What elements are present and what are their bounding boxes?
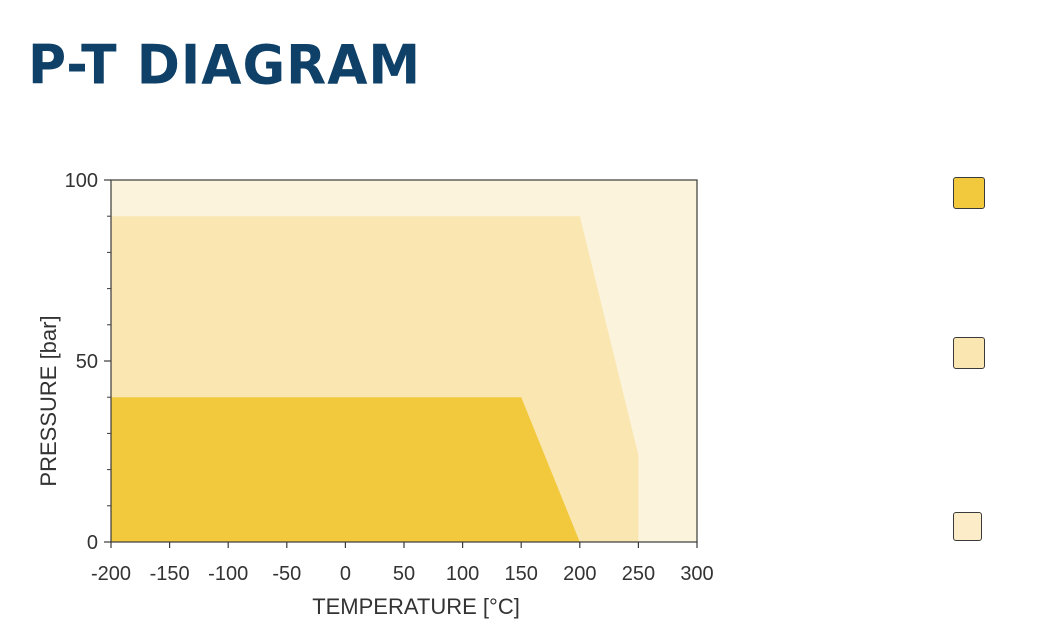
x-tick-label: -50	[272, 563, 301, 585]
chart-areas	[111, 216, 639, 542]
chart-ticks: -200 -150 -100 -50 0 50 100 150 200 250 300 0 50 100	[65, 170, 714, 585]
x-tick-label: 250	[622, 563, 655, 585]
x-tick-label: -200	[91, 563, 131, 585]
x-axis-label: TEMPERATURE [°C]	[312, 594, 520, 619]
legend-swatch-2	[953, 337, 985, 369]
x-tick-label: 100	[446, 563, 479, 585]
legend-swatch-1	[953, 177, 985, 209]
x-tick-label: -100	[208, 563, 248, 585]
y-axis-label: PRESSURE [bar]	[36, 315, 61, 486]
x-tick-label: 150	[505, 563, 538, 585]
x-tick-label: -150	[150, 563, 190, 585]
x-tick-label: 300	[680, 563, 713, 585]
page-title: P-T DIAGRAM	[28, 34, 422, 97]
x-tick-label: 200	[563, 563, 596, 585]
y-tick-label: 100	[65, 170, 98, 192]
legend-swatch-3	[953, 512, 982, 541]
x-tick-label: 50	[393, 563, 415, 585]
area-region-2	[111, 397, 580, 542]
x-tick-label: 0	[340, 563, 351, 585]
y-tick-label: 50	[76, 351, 98, 373]
y-tick-label: 0	[87, 532, 98, 554]
